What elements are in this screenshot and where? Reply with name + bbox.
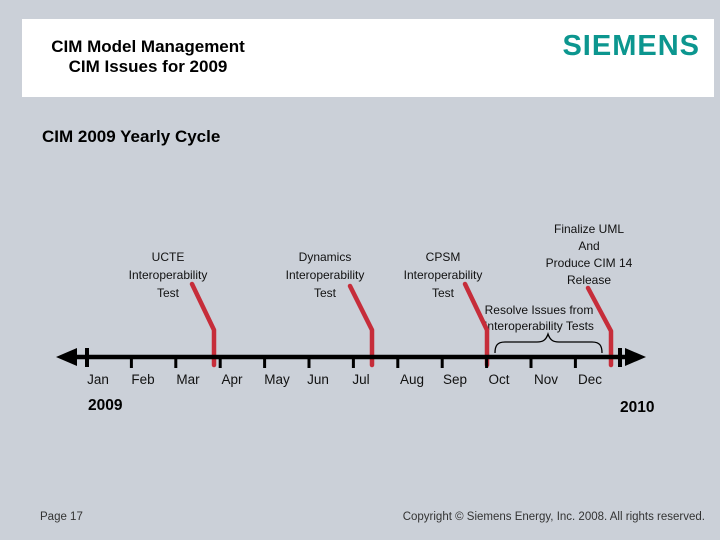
month-label-sep: Sep <box>443 372 467 387</box>
milestone-line: Interoperability <box>128 268 208 282</box>
milestone-line: Test <box>431 286 454 300</box>
month-label-oct: Oct <box>488 372 509 387</box>
copyright: Copyright © Siemens Energy, Inc. 2008. A… <box>402 511 705 523</box>
connector-dynamics <box>347 283 375 368</box>
milestone-line: And <box>578 239 600 253</box>
brace-label-line1: Resolve Issues from <box>484 303 594 317</box>
milestone-line: UCTE <box>151 250 185 264</box>
left-arrow-icon <box>56 348 77 366</box>
slide-title-line2: CIM Issues for 2009 <box>68 57 228 76</box>
milestone-line: Produce CIM 14 <box>545 256 633 270</box>
brace-label-line2: Interoperability Tests <box>484 319 594 333</box>
right-arrow-icon <box>625 348 646 366</box>
milestone-cpsm: CPSM Interoperability Test <box>383 248 503 302</box>
month-label-jun: Jun <box>307 372 329 387</box>
milestone-line: Test <box>156 286 179 300</box>
milestone-line: Dynamics <box>298 250 352 264</box>
milestone-finalize-uml: Finalize UML And Produce CIM 14 Release <box>514 221 664 289</box>
milestone-line: CPSM <box>425 250 461 264</box>
milestone-line: Test <box>313 286 336 300</box>
connector-cpsm <box>462 281 490 368</box>
connector-finalize <box>585 285 614 368</box>
year-end-label: 2010 <box>620 399 654 416</box>
connector-ucte <box>189 281 217 368</box>
milestone-dynamics: Dynamics Interoperability Test <box>265 248 385 302</box>
timeline-graphic: Jan Feb Mar Apr May Jun Jul Aug Sep Oct … <box>56 281 654 416</box>
milestone-ucte: UCTE Interoperability Test <box>108 248 228 302</box>
milestone-line: Interoperability <box>285 268 365 282</box>
month-ticks <box>129 357 577 368</box>
month-label-may: May <box>264 372 290 387</box>
month-label-jan: Jan <box>87 372 109 387</box>
milestone-line: Interoperability <box>403 268 483 282</box>
month-label-feb: Feb <box>131 372 154 387</box>
header-band: CIM Model Management CIM Issues for 2009… <box>22 19 714 97</box>
page-number: Page 17 <box>40 511 83 523</box>
brace <box>494 331 603 354</box>
slide-title: CIM Model Management CIM Issues for 2009 <box>40 37 256 77</box>
year-start-label: 2009 <box>88 397 123 414</box>
section-heading: CIM 2009 Yearly Cycle <box>42 127 221 146</box>
month-label-jul: Jul <box>352 372 369 387</box>
brace-label: Resolve Issues from Interoperability Tes… <box>459 302 619 334</box>
milestone-line: Finalize UML <box>553 222 625 236</box>
milestone-line: Release <box>566 273 612 287</box>
month-label-apr: Apr <box>221 372 243 387</box>
month-label-dec: Dec <box>578 372 602 387</box>
siemens-logo: SIEMENS <box>562 30 700 62</box>
slide-title-line1: CIM Model Management <box>51 37 245 56</box>
month-label-aug: Aug <box>400 372 424 387</box>
month-label-nov: Nov <box>534 372 558 387</box>
month-label-mar: Mar <box>176 372 200 387</box>
